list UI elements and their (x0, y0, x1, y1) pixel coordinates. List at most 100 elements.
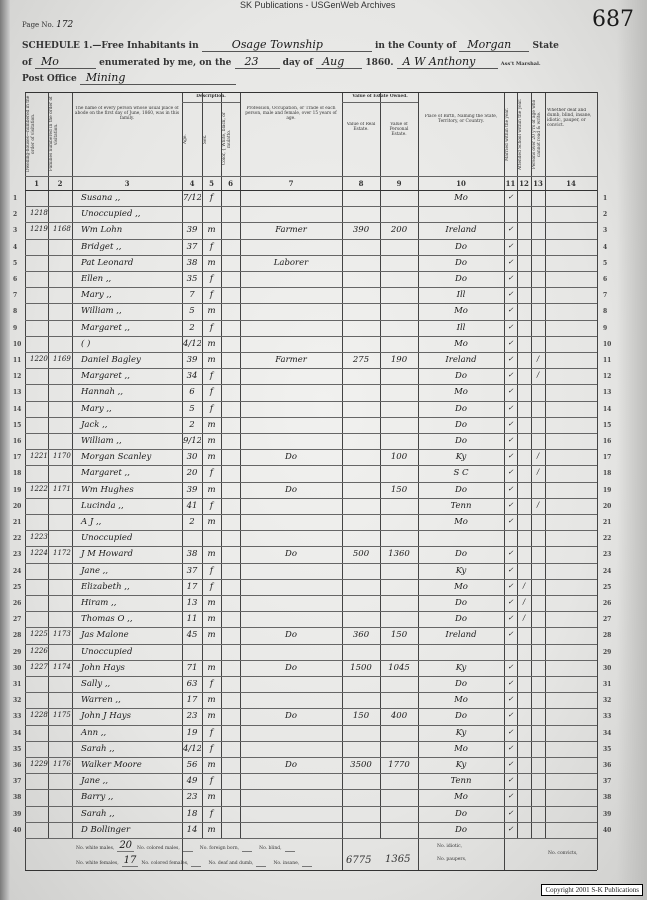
column-number: 7 (288, 179, 294, 188)
header-occupation: Profession, Occupation, or Trade of each… (245, 106, 337, 121)
row-number-left: 36 (13, 762, 22, 769)
header-real-estate: Value of Real Estate. (346, 122, 376, 132)
personal-estate-value: 150 (390, 484, 408, 495)
birthplace: Tenn (450, 776, 472, 787)
row-rule (25, 400, 597, 402)
row-number-right: 28 (603, 632, 612, 640)
row-number-left: 6 (13, 276, 18, 283)
column-number: 9 (396, 179, 402, 188)
table-column-rule (182, 92, 183, 870)
header-description: Description. (196, 94, 226, 99)
column-number: 2 (57, 179, 63, 188)
row-rule (25, 740, 597, 742)
deaf-dumb-label: No. deaf and dumb, (208, 861, 254, 866)
column-number: 13 (533, 179, 543, 188)
colored-females-label-blank (191, 860, 202, 867)
state: Mo (35, 55, 97, 69)
of-label: of (22, 58, 32, 68)
row-number-left: 8 (13, 308, 18, 316)
married-mark: ✓ (507, 484, 514, 493)
row-rule (25, 659, 597, 661)
row-rule (25, 530, 597, 532)
person-name: Hannah ,, (81, 387, 124, 398)
scan-edge-right (617, 0, 647, 900)
married-mark: ✓ (507, 743, 514, 752)
column-number: 12 (519, 179, 529, 188)
age: 63 (186, 679, 198, 689)
header-rule (25, 176, 597, 177)
birthplace: Ky (455, 662, 467, 673)
colored-females-label: No. colored females, (141, 861, 189, 866)
row-number-left: 26 (13, 600, 22, 607)
age: 5 (189, 306, 195, 317)
row-rule (25, 433, 597, 434)
dwelling-number: 1227 (30, 662, 48, 671)
column-number: 3 (124, 179, 130, 188)
table-column-rule (48, 92, 49, 838)
age: 39 (186, 355, 198, 365)
age: 45 (186, 630, 198, 641)
person-name: Mary ,, (81, 290, 112, 301)
row-number-left: 10 (13, 340, 22, 348)
row-rule (25, 303, 597, 305)
row-number-left: 13 (13, 389, 22, 397)
row-number-right: 15 (603, 421, 612, 429)
occupation: Do (285, 484, 297, 495)
row-number-left: 29 (13, 648, 22, 656)
table-column-rule (221, 92, 222, 838)
white-males-label: No. white males, (76, 846, 115, 851)
row-rule (25, 514, 597, 515)
row-number-right: 22 (603, 535, 612, 543)
person-name: Sarah ,, (81, 808, 115, 819)
convicts-label: No. convicts, (548, 851, 578, 856)
header-value-group: Value of Estate Owned. (352, 94, 408, 99)
illiterate-mark: / (536, 355, 540, 363)
birthplace: Do (455, 598, 467, 608)
blind-label-blank (284, 845, 295, 852)
row-number-right: 24 (603, 567, 612, 575)
age: 2 (189, 419, 195, 430)
school-mark: / (522, 614, 526, 623)
row-number-left: 22 (13, 535, 22, 543)
married-mark: ✓ (507, 241, 514, 250)
column-number: 4 (189, 179, 195, 188)
birthplace: Do (455, 711, 467, 722)
page-number-label: Page No. 172 (22, 20, 73, 30)
table-top-rule (25, 92, 597, 93)
age: 18 (186, 808, 198, 819)
birthplace: Do (455, 549, 467, 560)
birthplace: Mo (454, 517, 468, 527)
row-number-right: 27 (603, 616, 612, 624)
row-number-right: 40 (603, 826, 612, 834)
sex: m (207, 484, 216, 495)
personal-estate-value: 400 (390, 711, 408, 722)
schedule-label: SCHEDULE 1.—Free Inhabitants in (22, 41, 199, 51)
person-name: Margaret ,, (81, 322, 130, 333)
row-number-right: 6 (603, 276, 608, 283)
age: 20 (186, 468, 198, 479)
row-rule (25, 238, 597, 240)
scan-edge-left (0, 0, 10, 900)
colored-males-label: No. colored males, (137, 846, 180, 851)
birthplace: Do (455, 241, 467, 252)
sex: f (209, 808, 214, 819)
real-estate-value: 390 (352, 225, 370, 236)
row-rule (25, 692, 597, 694)
table-column-rule (545, 92, 546, 838)
insane-label: No. insane, (273, 861, 300, 866)
row-number-left: 16 (13, 438, 22, 445)
sex: m (207, 549, 216, 560)
row-rule (25, 595, 597, 596)
married-mark: ✓ (507, 824, 514, 833)
sex: m (207, 792, 216, 803)
person-name: Margaret ,, (81, 371, 130, 382)
row-rule (25, 724, 597, 726)
age: 6 (189, 387, 195, 398)
married-mark: ✓ (507, 355, 514, 363)
row-rule (25, 757, 597, 758)
sex: f (209, 500, 214, 511)
person-name: Thomas O ,, (81, 614, 133, 625)
illiterate-mark: / (536, 500, 540, 509)
header-birthplace: Place of Birth, Naming the State, Territ… (424, 114, 498, 124)
person-name: Lucinda ,, (81, 500, 124, 511)
